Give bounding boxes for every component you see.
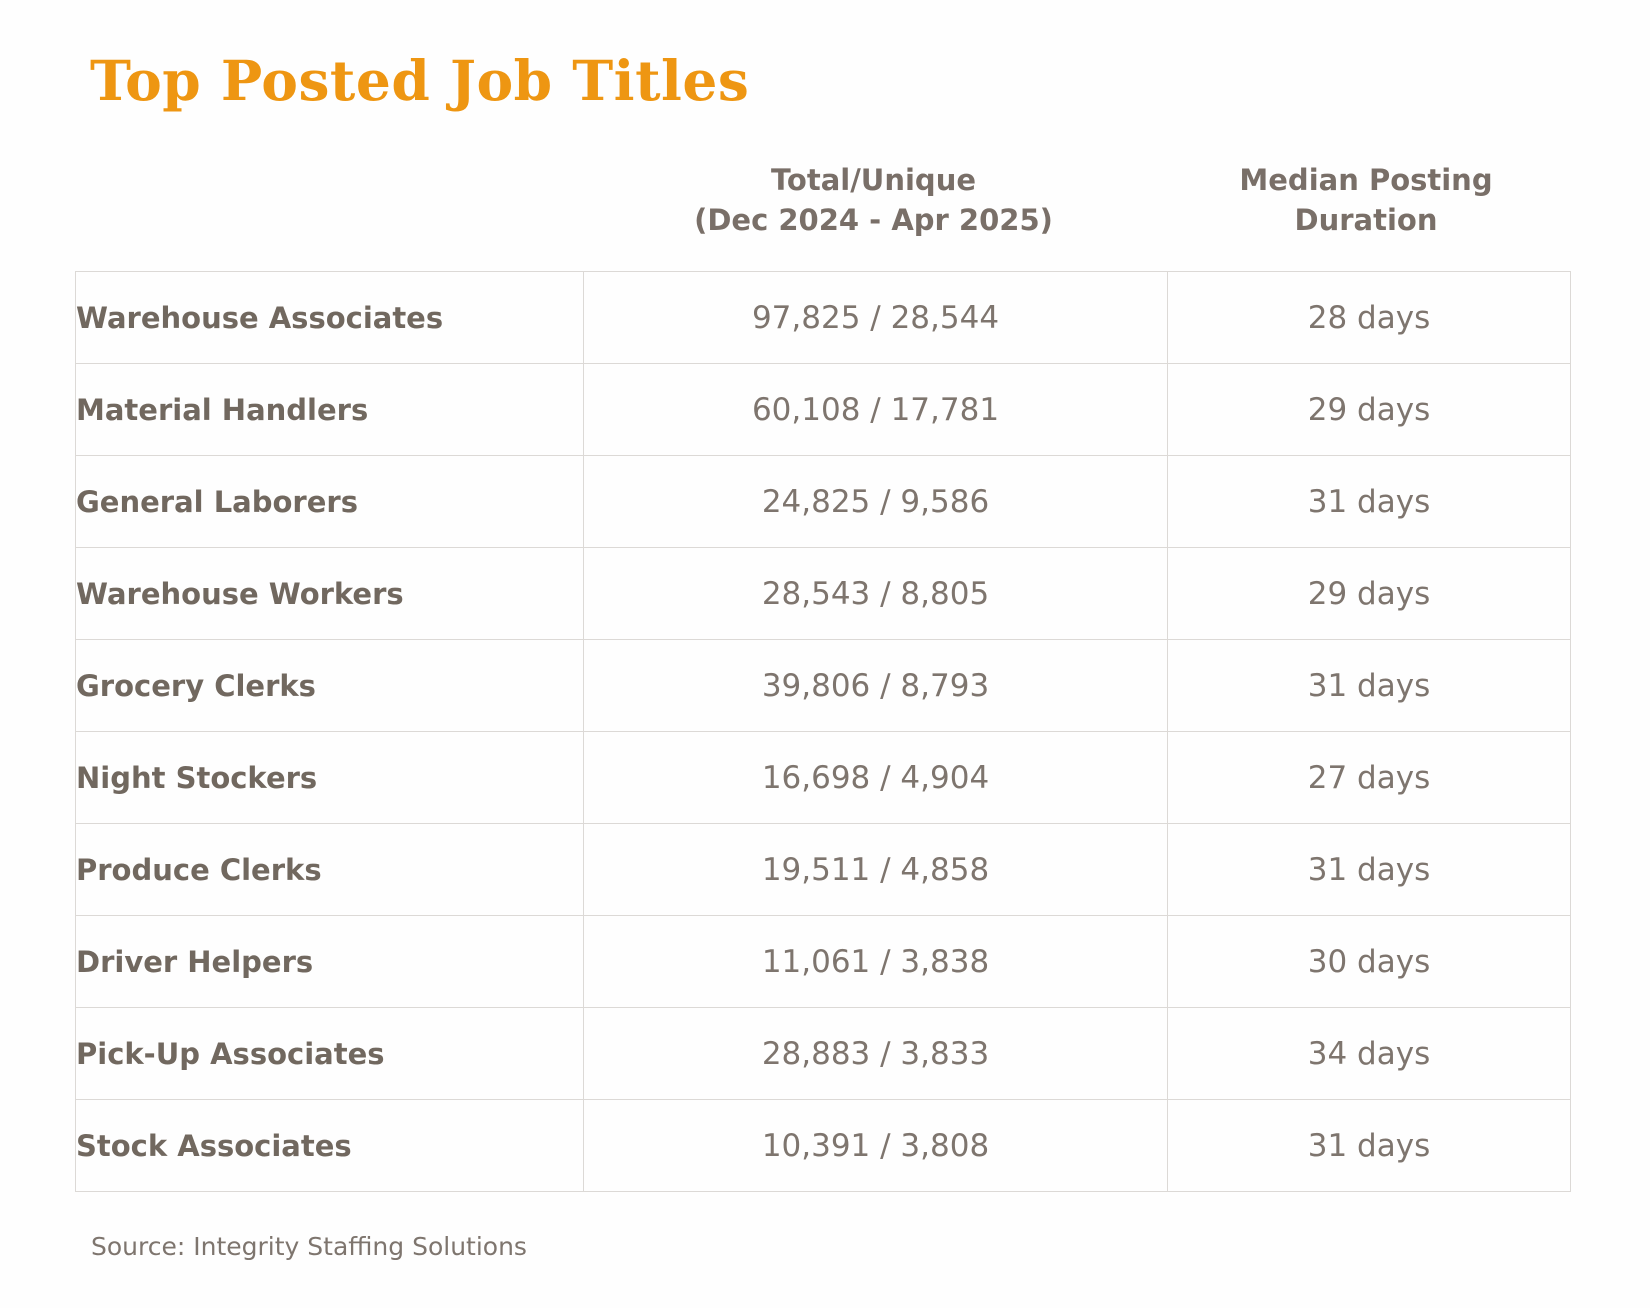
table-row: Stock Associates 10,391 / 3,808 31 days — [75, 1099, 1571, 1192]
total-unique-cell: 39,806 / 8,793 — [583, 639, 1168, 732]
source-attribution: Source: Integrity Staffing Solutions — [91, 1232, 527, 1261]
job-title-cell: Warehouse Workers — [75, 547, 584, 640]
table-row: Driver Helpers 11,061 / 3,838 30 days — [75, 915, 1571, 1008]
median-duration-cell: 31 days — [1167, 455, 1571, 548]
total-unique-cell: 60,108 / 17,781 — [583, 363, 1168, 456]
total-unique-cell: 24,825 / 9,586 — [583, 455, 1168, 548]
median-duration-cell: 29 days — [1167, 363, 1571, 456]
total-unique-cell: 28,543 / 8,805 — [583, 547, 1168, 640]
job-title-cell: Material Handlers — [75, 363, 584, 456]
job-title-cell: General Laborers — [75, 455, 584, 548]
median-duration-cell: 28 days — [1167, 271, 1571, 364]
total-unique-cell: 28,883 / 3,833 — [583, 1007, 1168, 1100]
column-header-median-duration-line2: Duration — [1294, 203, 1438, 237]
median-duration-cell: 27 days — [1167, 731, 1571, 824]
total-unique-cell: 11,061 / 3,838 — [583, 915, 1168, 1008]
total-unique-cell: 19,511 / 4,858 — [583, 823, 1168, 916]
job-title-cell: Driver Helpers — [75, 915, 584, 1008]
table-row: Grocery Clerks 39,806 / 8,793 31 days — [75, 639, 1571, 732]
table-row: Warehouse Workers 28,543 / 8,805 29 days — [75, 547, 1571, 640]
job-title-cell: Pick-Up Associates — [75, 1007, 584, 1100]
median-duration-cell: 31 days — [1167, 639, 1571, 732]
page-title: Top Posted Job Titles — [90, 48, 750, 113]
job-titles-table: Warehouse Associates 97,825 / 28,544 28 … — [75, 271, 1571, 1192]
median-duration-cell: 34 days — [1167, 1007, 1571, 1100]
median-duration-cell: 30 days — [1167, 915, 1571, 1008]
median-duration-cell: 31 days — [1167, 1099, 1571, 1192]
column-header-total-unique-line1: Total/Unique — [770, 163, 977, 197]
table-row: Warehouse Associates 97,825 / 28,544 28 … — [75, 271, 1571, 364]
table-row: Pick-Up Associates 28,883 / 3,833 34 day… — [75, 1007, 1571, 1100]
total-unique-cell: 10,391 / 3,808 — [583, 1099, 1168, 1192]
table-row: General Laborers 24,825 / 9,586 31 days — [75, 455, 1571, 548]
column-header-total-unique-line2: (Dec 2024 - Apr 2025) — [694, 203, 1053, 237]
table-row: Material Handlers 60,108 / 17,781 29 day… — [75, 363, 1571, 456]
table-row: Night Stockers 16,698 / 4,904 27 days — [75, 731, 1571, 824]
column-header-median-duration: Median Posting Duration — [1165, 160, 1567, 240]
column-header-job-title — [75, 160, 582, 240]
job-title-cell: Stock Associates — [75, 1099, 584, 1192]
median-duration-cell: 31 days — [1167, 823, 1571, 916]
column-header-total-unique: Total/Unique (Dec 2024 - Apr 2025) — [582, 160, 1165, 240]
job-title-cell: Produce Clerks — [75, 823, 584, 916]
table-row: Produce Clerks 19,511 / 4,858 31 days — [75, 823, 1571, 916]
job-title-cell: Grocery Clerks — [75, 639, 584, 732]
table-column-headers: Total/Unique (Dec 2024 - Apr 2025) Media… — [75, 160, 1567, 240]
column-header-median-duration-line1: Median Posting — [1239, 163, 1493, 197]
total-unique-cell: 97,825 / 28,544 — [583, 271, 1168, 364]
total-unique-cell: 16,698 / 4,904 — [583, 731, 1168, 824]
job-title-cell: Warehouse Associates — [75, 271, 584, 364]
median-duration-cell: 29 days — [1167, 547, 1571, 640]
job-title-cell: Night Stockers — [75, 731, 584, 824]
